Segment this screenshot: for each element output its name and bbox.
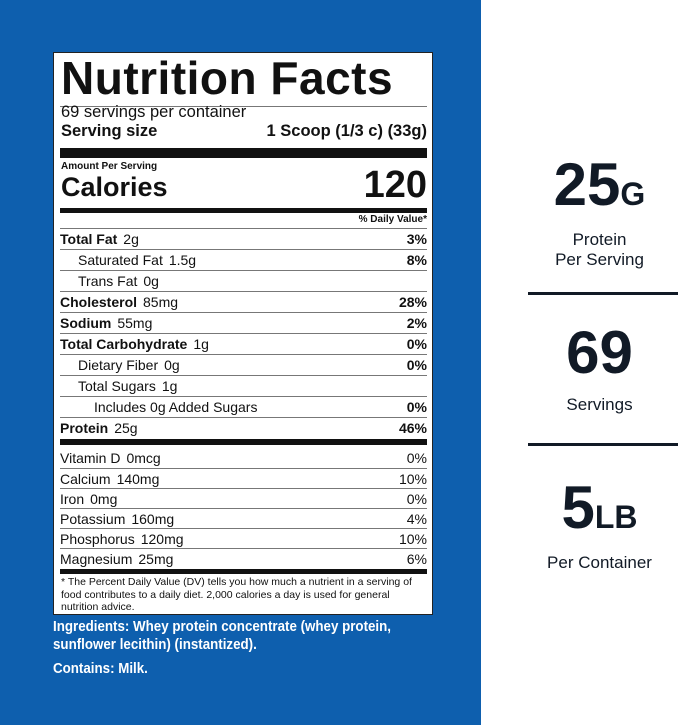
vitamin-amount: 0mg bbox=[90, 491, 118, 507]
daily-value: 2% bbox=[406, 315, 427, 331]
nutrient-name: Dietary Fiber bbox=[78, 357, 159, 373]
vitamin-name: Calcium bbox=[60, 471, 111, 487]
nutrient-amount: 1.5g bbox=[168, 252, 197, 268]
nutrient-amount: 85mg bbox=[143, 294, 179, 310]
nutrient-row: Cholesterol 85mg 28% bbox=[60, 291, 427, 312]
serving-size-label: Serving size bbox=[61, 122, 158, 140]
vitamin-name: Phosphorus bbox=[60, 531, 135, 547]
stat-unit: LB bbox=[594, 499, 638, 535]
nutrient-row: Saturated Fat 1.5g 8% bbox=[60, 249, 427, 270]
vitamin-amount: 140mg bbox=[116, 471, 160, 487]
divider bbox=[60, 569, 427, 574]
stat-servings: 69 Servings bbox=[520, 323, 679, 415]
serving-size-value: 1 Scoop (1/3 c) (33g) bbox=[266, 122, 427, 140]
daily-value: 3% bbox=[406, 231, 427, 247]
vitamin-amount: 0mcg bbox=[126, 450, 161, 466]
nutrient-amount: 0g bbox=[164, 357, 180, 373]
vitamin-name: Vitamin D bbox=[60, 450, 121, 466]
calories-value: 120 bbox=[363, 164, 427, 206]
divider bbox=[60, 208, 427, 213]
daily-value: 46% bbox=[398, 420, 427, 436]
vitamin-name: Magnesium bbox=[60, 551, 133, 567]
nutrient-name: Cholesterol bbox=[60, 294, 138, 310]
divider bbox=[60, 106, 427, 107]
daily-value: 8% bbox=[406, 252, 427, 268]
nutrient-row: Protein 25g 46% bbox=[60, 417, 427, 438]
nutrient-name: Protein bbox=[60, 420, 109, 436]
servings-per-container: 69 servings per container bbox=[61, 103, 247, 121]
vitamin-row: Calcium 140mg 10% bbox=[60, 468, 427, 489]
vitamin-row: Potassium 160mg 4% bbox=[60, 508, 427, 529]
nutrient-row: Includes 0g Added Sugars 0% bbox=[60, 396, 427, 417]
vitamin-row: Iron 0mg 0% bbox=[60, 488, 427, 509]
nutrient-amount: 25g bbox=[114, 420, 138, 436]
nutrient-row: Total Fat 2g 3% bbox=[60, 228, 427, 249]
ingredients-block: Ingredients: Whey protein concentrate (w… bbox=[53, 618, 439, 678]
nutrient-row: Dietary Fiber 0g 0% bbox=[60, 354, 427, 375]
nutrient-amount: 1g bbox=[193, 336, 209, 352]
daily-value: 10% bbox=[398, 471, 427, 487]
stat-container-size: 5LB Per Container bbox=[520, 478, 679, 573]
divider bbox=[528, 443, 678, 446]
vitamin-amount: 160mg bbox=[131, 511, 175, 527]
daily-value: 0% bbox=[406, 399, 427, 415]
vitamin-amount: 120mg bbox=[140, 531, 184, 547]
divider bbox=[60, 148, 427, 158]
nutrient-amount: 0g bbox=[143, 273, 159, 289]
nutrient-name: Trans Fat bbox=[78, 273, 138, 289]
divider bbox=[60, 439, 427, 445]
nutrient-name: Total Carbohydrate bbox=[60, 336, 188, 352]
stat-value: 69 bbox=[566, 319, 633, 386]
daily-value: 0% bbox=[406, 357, 427, 373]
nutrient-amount: 1g bbox=[161, 378, 178, 394]
divider bbox=[528, 292, 678, 295]
stat-caption: Servings bbox=[566, 395, 633, 414]
daily-value: 0% bbox=[406, 491, 427, 507]
vitamin-row: Vitamin D 0mcg 0% bbox=[60, 448, 427, 468]
daily-value: 6% bbox=[406, 551, 427, 567]
daily-value: 0% bbox=[406, 336, 427, 352]
allergen-statement: Contains: Milk. bbox=[53, 661, 148, 677]
stat-unit: G bbox=[620, 176, 646, 212]
vitamin-row: Phosphorus 120mg 10% bbox=[60, 528, 427, 549]
nutrition-facts-label: Nutrition Facts 69 servings per containe… bbox=[53, 52, 433, 615]
nutrient-amount: 55mg bbox=[117, 315, 153, 331]
vitamin-row: Magnesium 25mg 6% bbox=[60, 548, 427, 569]
nutrient-row: Total Carbohydrate 1g 0% bbox=[60, 333, 427, 354]
stat-caption: Per Container bbox=[547, 553, 652, 572]
vitamin-amount: 25mg bbox=[138, 551, 174, 567]
daily-value-header: % Daily Value* bbox=[358, 214, 427, 225]
nutrient-name: Saturated Fat bbox=[78, 252, 163, 268]
nutrient-row: Sodium 55mg 2% bbox=[60, 312, 427, 333]
nutrient-name: Total Fat bbox=[60, 231, 118, 247]
nutrient-amount: 2g bbox=[123, 231, 139, 247]
stat-caption: Per Serving bbox=[555, 250, 644, 269]
stat-value: 25 bbox=[553, 151, 621, 218]
nutrient-name: Sodium bbox=[60, 315, 112, 331]
vitamin-name: Potassium bbox=[60, 511, 126, 527]
nutrient-name: Includes 0g Added Sugars bbox=[94, 399, 258, 415]
daily-value: 10% bbox=[398, 531, 427, 547]
stat-caption: Protein bbox=[572, 230, 627, 249]
calories-label: Calories bbox=[61, 172, 168, 202]
nutrient-row: Total Sugars 1g bbox=[60, 375, 427, 396]
daily-value: 28% bbox=[398, 294, 427, 310]
daily-value: 0% bbox=[406, 450, 427, 466]
ingredients: Ingredients: Whey protein concentrate (w… bbox=[53, 619, 391, 653]
amount-per-serving: Amount Per Serving bbox=[61, 161, 158, 172]
label-title: Nutrition Facts bbox=[61, 52, 394, 104]
footnote: * The Percent Daily Value (DV) tells you… bbox=[61, 576, 412, 613]
nutrient-row: Trans Fat 0g bbox=[60, 270, 427, 291]
vitamin-name: Iron bbox=[60, 491, 85, 507]
stat-value: 5 bbox=[561, 474, 595, 541]
stat-protein: 25G Protein Per Serving bbox=[520, 155, 679, 270]
nutrient-name: Total Sugars bbox=[78, 378, 156, 394]
daily-value: 4% bbox=[406, 511, 427, 527]
